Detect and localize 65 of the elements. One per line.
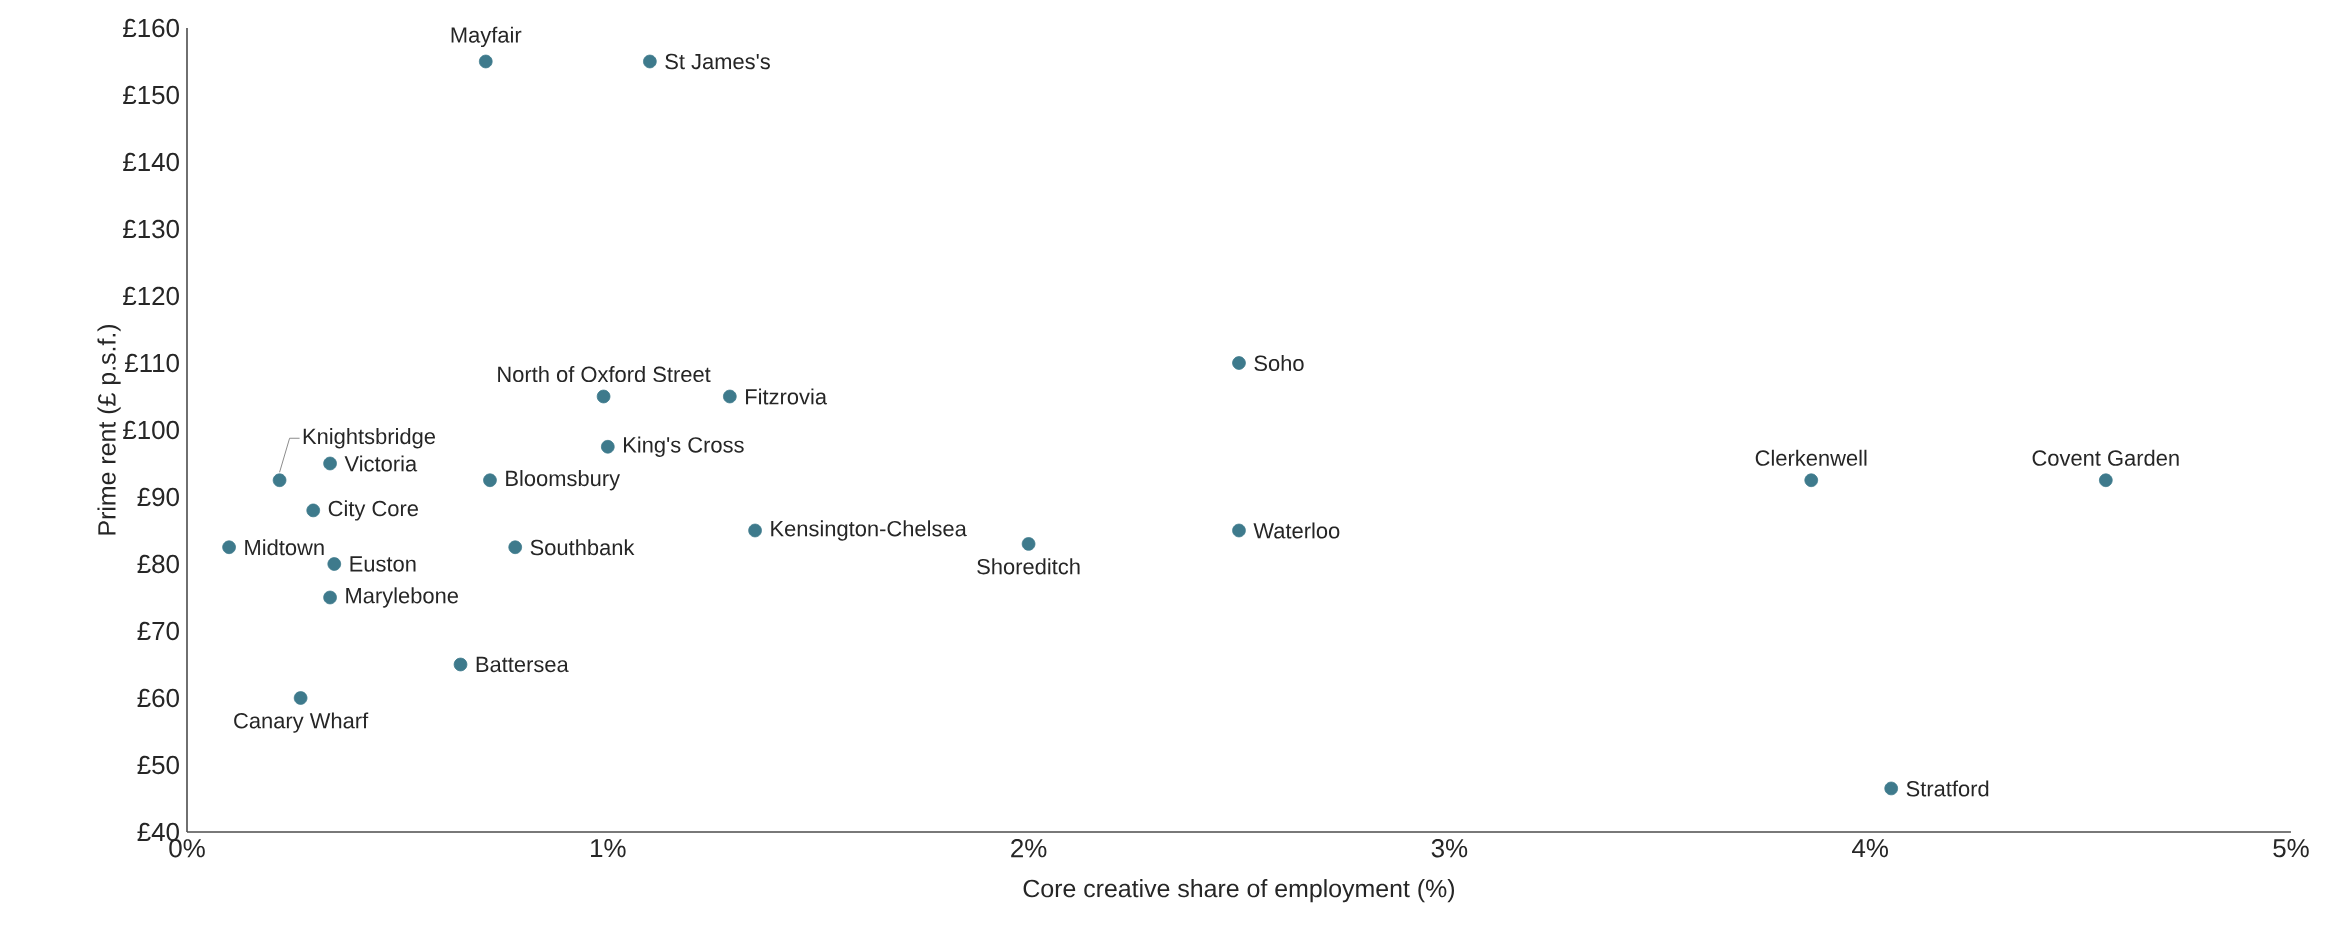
y-tick-label: £50	[137, 755, 179, 775]
point	[643, 54, 657, 69]
y-tick-label: £40	[137, 822, 179, 842]
annotation: St James's	[665, 53, 770, 70]
point	[1804, 473, 1819, 488]
point	[596, 389, 611, 404]
point	[453, 657, 468, 672]
annotation: Fitzrovia	[746, 388, 828, 405]
point	[323, 456, 337, 471]
annotation: Victoria	[344, 455, 418, 472]
point	[1232, 356, 1246, 370]
annotation: Kensington-Chelsea	[771, 520, 967, 541]
annotation: Clerkenwell	[1755, 449, 1867, 466]
x-tick-label: 3%	[1431, 839, 1468, 858]
annotation: Waterloo	[1253, 522, 1340, 539]
point	[1021, 537, 1036, 551]
y-tick-label: £120	[123, 286, 179, 306]
point	[2099, 473, 2113, 488]
point	[327, 557, 342, 571]
annotation: Bloomsbury	[506, 470, 621, 491]
y-axis-title: Prime rent (£ p.s.f.)	[97, 324, 121, 535]
annotation: Euston	[350, 556, 416, 572]
point	[748, 523, 762, 538]
x-tick-label: 5%	[2273, 839, 2309, 858]
point	[1884, 781, 1898, 796]
annotation: City Core	[328, 500, 418, 521]
point	[222, 540, 236, 555]
y-tick-label: £60	[137, 688, 179, 708]
annotation: Shoreditch	[977, 558, 1080, 575]
annotation: North of Oxford Street	[498, 366, 711, 383]
annotation: Mayfair	[451, 26, 522, 48]
x-tick-label: 1%	[591, 839, 626, 858]
annotation: Midtown	[245, 539, 324, 556]
annotation: Battersea	[476, 656, 569, 673]
x-axis-title: Core creative share of employment (%)	[1023, 879, 1454, 903]
y-tick-label: £90	[137, 487, 179, 507]
x-tick-label: 4%	[1852, 839, 1888, 858]
point	[1232, 523, 1246, 538]
annotation: Knightsbridge	[303, 428, 436, 449]
annotation: Stratford	[1906, 780, 1989, 797]
annotation: Covent Garden	[2032, 449, 2179, 466]
point	[600, 439, 615, 454]
point	[323, 590, 337, 605]
y-tick-label: £100	[123, 420, 179, 440]
x-tick-label: 2%	[1011, 839, 1047, 858]
point	[272, 473, 287, 488]
y-tick-label: £70	[137, 621, 179, 641]
annotation: King's Cross	[624, 436, 744, 457]
point	[483, 473, 497, 488]
annotation: Marylebone	[346, 587, 458, 608]
y-tick-label: £140	[123, 152, 179, 172]
y-tick-label: £130	[123, 219, 179, 239]
y-tick-label: £160	[123, 18, 179, 38]
y-tick-label: £80	[137, 554, 179, 574]
point	[508, 540, 523, 555]
annotation: Soho	[1254, 354, 1304, 372]
point	[723, 389, 737, 404]
annotation: Southbank	[530, 539, 635, 556]
point	[306, 503, 321, 518]
y-tick-label: £110	[124, 353, 179, 373]
point	[478, 54, 493, 69]
y-tick-label: £150	[123, 85, 179, 105]
x-tick-label: 0%	[169, 839, 205, 858]
point	[293, 691, 308, 705]
annotation: Canary Wharf	[234, 712, 369, 733]
